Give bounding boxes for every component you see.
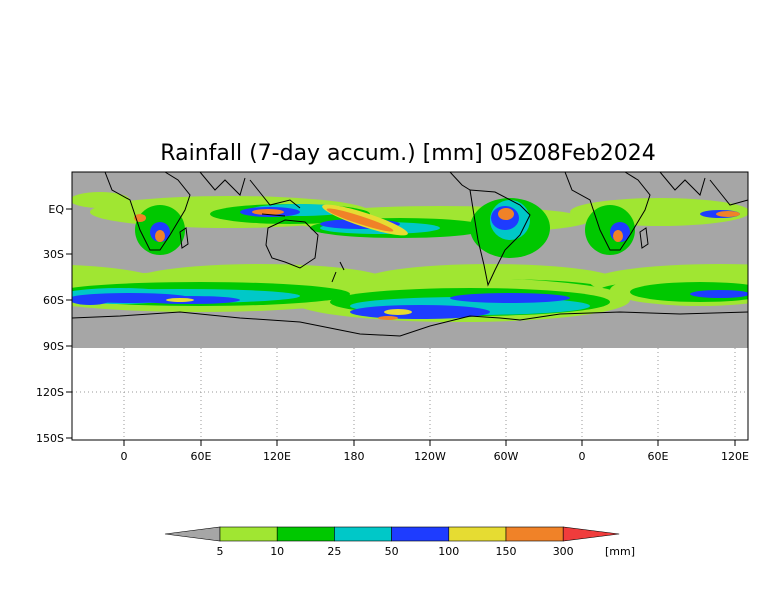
coastline bbox=[179, 227, 189, 249]
lon-tick-label: 0 bbox=[121, 450, 128, 463]
lon-tick-label: 180 bbox=[344, 450, 365, 463]
lon-tick-label: 60E bbox=[191, 450, 212, 463]
coastline bbox=[564, 172, 651, 251]
colorbar-over-triangle bbox=[562, 526, 620, 542]
coastline bbox=[331, 261, 345, 283]
lat-tick-label: 150S bbox=[36, 432, 64, 445]
coastline bbox=[104, 172, 191, 251]
colorbar-boundary-label: 5 bbox=[217, 545, 224, 558]
colorbar-boundary-label: 25 bbox=[327, 545, 341, 558]
coastline bbox=[199, 172, 246, 196]
colorbar-swatch bbox=[219, 526, 278, 542]
colorbar-boundary-label: 50 bbox=[385, 545, 399, 558]
map-frame bbox=[71, 171, 749, 441]
lon-tick-label: 120E bbox=[721, 450, 749, 463]
colorbar-swatch bbox=[334, 526, 392, 542]
colorbar-swatch bbox=[505, 526, 564, 542]
colorbar-boundary-label: 100 bbox=[438, 545, 459, 558]
lon-tick-label: 0 bbox=[579, 450, 586, 463]
lat-tick-label: 90S bbox=[43, 340, 64, 353]
lon-tick-label: 120W bbox=[414, 450, 446, 463]
gridlines bbox=[72, 348, 748, 440]
coastline bbox=[709, 179, 748, 206]
chart-title: Rainfall (7-day accum.) [mm] 05Z08Feb202… bbox=[160, 141, 655, 166]
lat-tick-label: 30S bbox=[43, 248, 64, 261]
colorbar-swatch bbox=[276, 526, 335, 542]
lon-tick-label: 120E bbox=[263, 450, 291, 463]
coastline bbox=[639, 227, 649, 249]
colorbar-boundary-label: 10 bbox=[270, 545, 284, 558]
colorbar: 5 10 25 50 100 150 300 [mm] bbox=[164, 526, 635, 558]
colorbar-under-triangle bbox=[164, 526, 221, 542]
map-panel bbox=[71, 171, 749, 441]
lat-tick-label: EQ bbox=[48, 203, 64, 216]
latitude-axis: EQ 30S 60S 90S 120S 150S bbox=[36, 203, 72, 445]
outside-globe-region bbox=[72, 348, 748, 440]
coastline bbox=[469, 189, 531, 287]
coastline bbox=[659, 172, 706, 196]
coastline bbox=[249, 179, 301, 217]
coastline bbox=[72, 311, 748, 337]
coastline bbox=[265, 219, 319, 269]
colorbar-swatch bbox=[391, 526, 450, 542]
lat-tick-label: 120S bbox=[36, 386, 64, 399]
rainfall-field bbox=[72, 192, 748, 322]
colorbar-swatch bbox=[448, 526, 507, 542]
lon-tick-label: 60E bbox=[648, 450, 669, 463]
colorbar-boundary-label: 150 bbox=[496, 545, 517, 558]
coastline bbox=[449, 172, 471, 191]
lat-tick-label: 60S bbox=[43, 294, 64, 307]
colorbar-unit-label: [mm] bbox=[605, 545, 635, 558]
coastlines bbox=[72, 172, 748, 337]
colorbar-boundary-label: 300 bbox=[553, 545, 574, 558]
longitude-axis: 0 60E 120E 180 120W 60W 0 60E 120E bbox=[121, 440, 749, 463]
lon-tick-label: 60W bbox=[494, 450, 519, 463]
